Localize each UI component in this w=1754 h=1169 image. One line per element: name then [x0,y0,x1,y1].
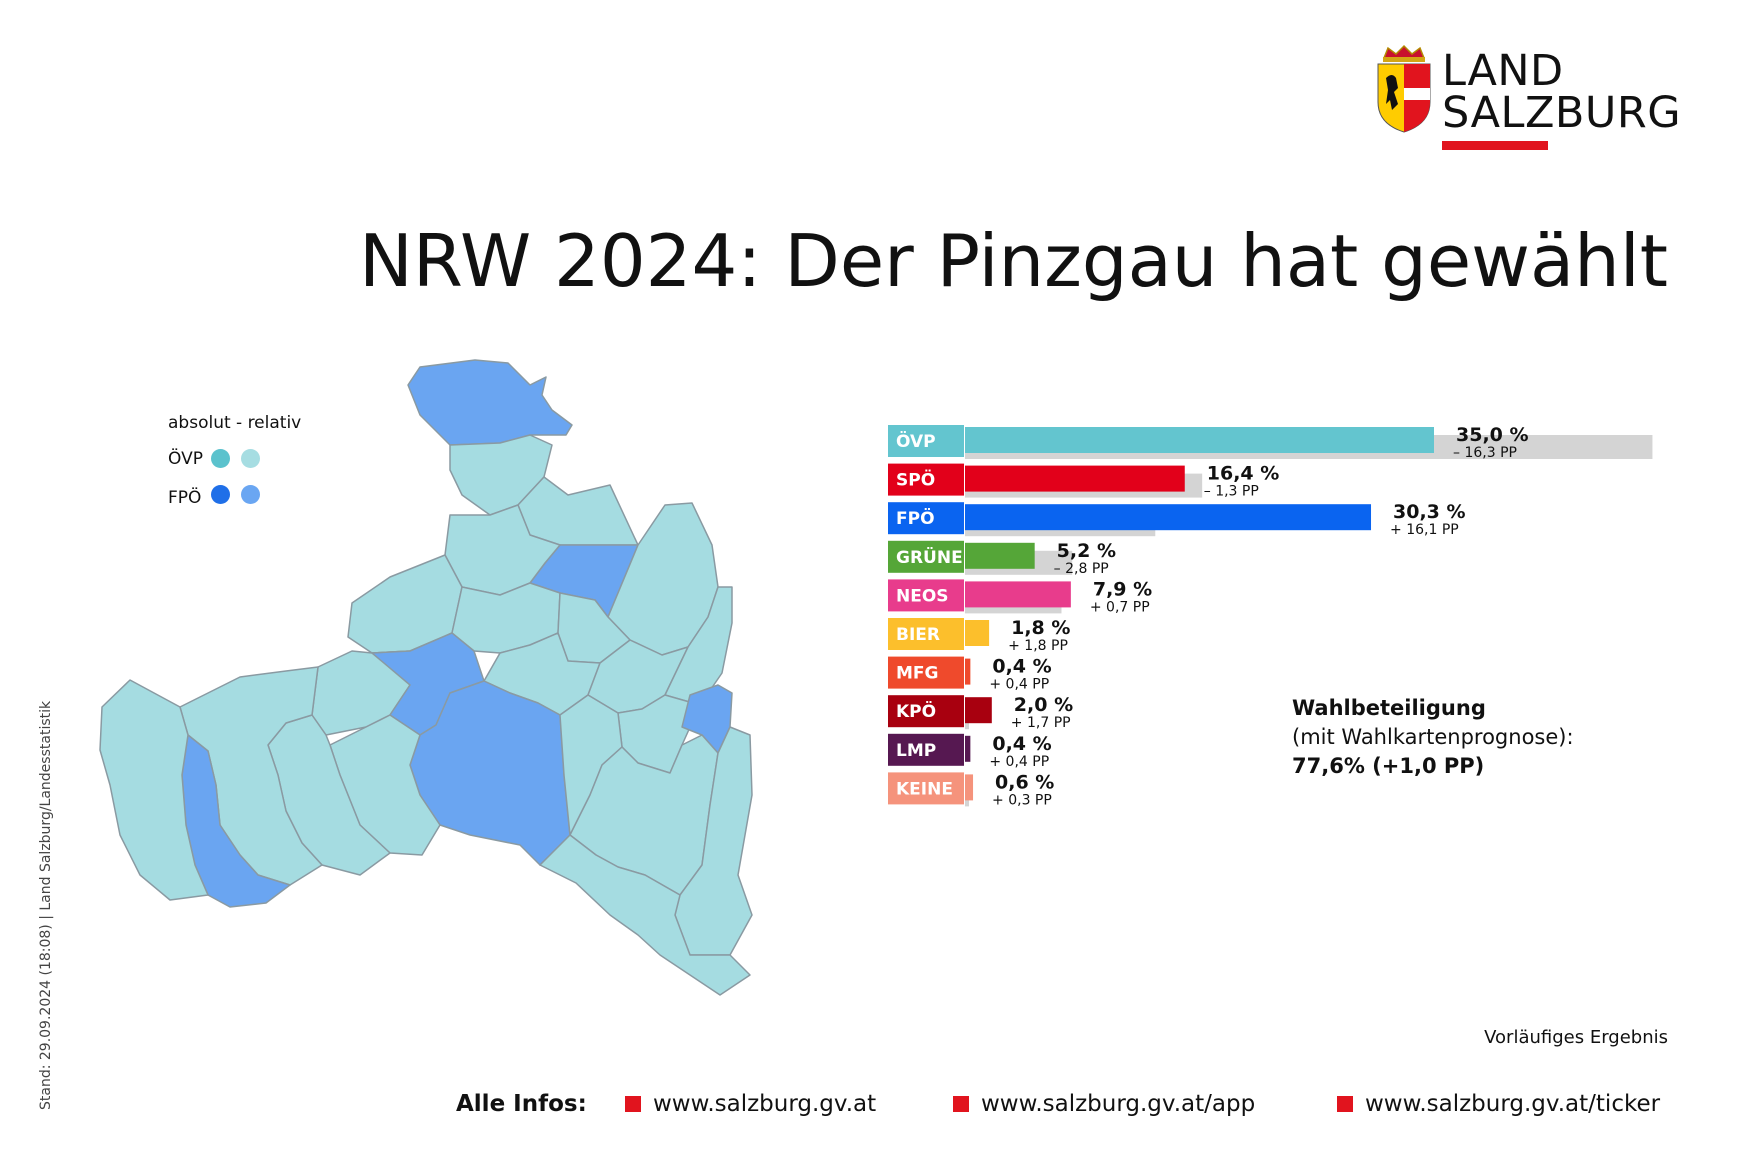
value-label: 16,4 % [1207,463,1280,485]
pinzgau-map [99,359,753,996]
current-result-bar [965,542,1035,569]
value-label: 2,0 % [1014,694,1073,716]
party-label: MFG [896,664,938,684]
current-result-bar [965,504,1372,531]
logo-underline [1442,141,1548,150]
party-label-box [888,502,964,535]
value-label: 5,2 % [1057,540,1116,562]
party-label: BIER [896,625,940,645]
source-note: Stand: 29.09.2024 (18:08) | Land Salzbur… [38,700,54,1110]
party-label-box [888,772,964,805]
logo-line-land: LAND [1442,46,1564,96]
footer-link-ticker[interactable]: www.salzburg.gv.at/ticker [1337,1091,1660,1117]
value-label: 0,6 % [995,771,1054,793]
party-label: KPÖ [896,700,936,722]
party-label: GRÜNE [896,546,963,568]
current-result-bar [965,620,990,646]
party-label: SPÖ [896,469,935,491]
change-label: + 16,1 PP [1390,522,1459,538]
municipality-region [329,714,441,856]
party-label-box [888,733,964,766]
turnout-label: Wahlbeteiligung [1292,696,1486,720]
footer-link-app[interactable]: www.salzburg.gv.at/app [953,1091,1255,1117]
value-label: 35,0 % [1456,425,1529,446]
turnout-box: Wahlbeteiligung (mit Wahlkartenprognose)… [1292,694,1574,781]
current-result-bar [965,581,1071,608]
turnout-sub: (mit Wahlkartenprognose): [1292,725,1574,749]
change-label: + 0,7 PP [1090,599,1150,615]
party-label-box [888,695,964,728]
change-label: + 0,3 PP [992,792,1052,808]
value-label: 7,9 % [1093,578,1152,600]
red-square-icon [953,1096,969,1112]
party-label: LMP [896,741,936,761]
value-label: 1,8 % [1011,617,1070,639]
current-result-bar [965,658,971,685]
current-result-bar [965,697,992,724]
change-label: – 16,3 PP [1453,445,1517,461]
value-label: 0,4 % [992,733,1051,755]
coat-of-arms-icon [1377,44,1431,133]
current-result-bar [965,774,974,801]
land-salzburg-logo: LAND SALZBURG [1374,44,1681,156]
change-label: – 2,8 PP [1054,561,1109,577]
footer-link-text[interactable]: www.salzburg.gv.at/ticker [1365,1091,1661,1117]
municipality-region [539,834,751,996]
municipality-region [407,359,573,446]
turnout-value: 77,6% (+1,0 PP) [1292,754,1485,778]
red-square-icon [1337,1096,1353,1112]
party-label: KEINE [896,779,953,799]
legend-dot-fpoe-relativ [241,485,260,504]
party-label-box [888,656,964,689]
footer-link-website[interactable]: www.salzburg.gv.at [625,1091,876,1117]
change-label: + 0,4 PP [989,754,1049,770]
footer-label: Alle Infos: [456,1091,587,1117]
footer: Alle Infos: www.salzburg.gv.at www.salzb… [0,1091,1754,1121]
red-square-icon [625,1096,641,1112]
legend-row-fpoe: FPÖ [168,485,260,508]
municipality-region [517,476,639,546]
current-result-bar [965,735,971,762]
logo-line-salzburg: SALZBURG [1442,88,1682,138]
municipality-region [99,679,209,901]
legend-party-label: ÖVP [168,449,203,469]
party-label-box [888,540,964,573]
change-label: + 1,7 PP [1011,715,1071,731]
value-label: 30,3 % [1393,501,1466,523]
legend-heading: absolut - relativ [168,413,302,433]
legend-dot-fpoe-absolut [211,485,230,504]
value-label: 0,4 % [992,656,1051,678]
party-label-box [888,618,964,650]
preliminary-result-note: Vorläufiges Ergebnis [1484,1027,1668,1048]
legend-dot-oevp-absolut [211,449,230,468]
result-bar-chart: ÖVP 35,0 %– 16,3 PP SPÖ 16,4 %– 1,3 PP FPÖ 30… [888,425,1653,808]
party-label: FPÖ [896,507,935,529]
change-label: + 1,8 PP [1008,638,1068,654]
party-label-box [888,463,964,496]
current-result-bar [965,427,1434,453]
current-result-bar [965,465,1185,492]
legend-row-oevp: ÖVP [168,449,260,469]
legend-party-label: FPÖ [168,488,202,508]
party-label-box [888,425,964,457]
change-label: – 1,3 PP [1204,484,1259,500]
change-label: + 0,4 PP [989,677,1049,693]
party-label-box [888,579,964,612]
footer-link-text[interactable]: www.salzburg.gv.at [653,1091,877,1117]
party-label: ÖVP [896,430,936,452]
legend-dot-oevp-relativ [241,449,260,468]
page-title: NRW 2024: Der Pinzgau hat gewählt [358,219,1668,303]
footer-link-text[interactable]: www.salzburg.gv.at/app [981,1091,1256,1117]
party-label: NEOS [896,586,949,606]
